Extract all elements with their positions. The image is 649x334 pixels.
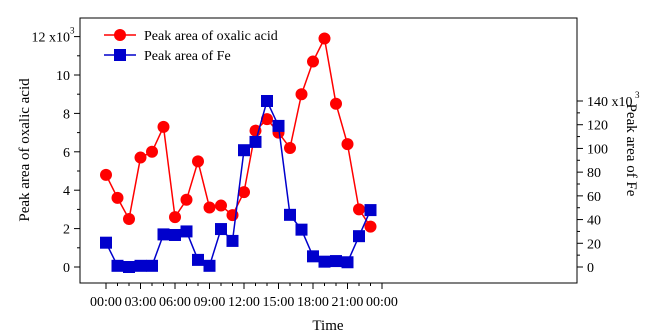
y-right-multiplier-exponent: 3 [635,90,640,100]
data-point-fe [295,223,308,236]
y-left-tick-label: 4 [63,184,70,199]
x-tick-label: 03:00 [125,295,157,310]
series-layer [100,32,377,273]
data-point-oxalic [238,186,250,199]
data-point-fe [249,135,262,148]
data-point-oxalic [134,151,147,164]
data-point-oxalic [123,213,135,225]
plot-frame [79,17,578,284]
data-point-oxalic [307,55,319,68]
data-point-fe [180,225,193,238]
data-point-fe [100,236,112,249]
x-tick-label: 15:00 [263,295,295,310]
data-point-fe [261,95,273,107]
x-tick-label: 00:00 [366,295,398,310]
data-point-oxalic [318,32,331,45]
data-point-fe [111,259,124,272]
legend-fe-label: Peak area of Fe [144,49,231,64]
data-point-oxalic [111,191,124,204]
data-point-fe [203,259,216,272]
data-point-fe [330,255,342,268]
x-axis-title: Time [312,318,343,334]
data-point-fe [134,259,147,272]
data-point-fe [364,204,377,217]
data-point-fe [341,256,354,269]
y-right-tick-label: 100 [587,142,608,157]
data-point-oxalic [284,141,296,154]
data-point-fe [123,261,135,273]
data-point-fe [318,255,331,268]
legend-fe-marker [114,49,126,61]
data-point-fe [157,228,170,241]
data-point-oxalic [192,155,204,168]
legend-oxalic-label: Peak area of oxalic acid [144,29,278,44]
x-tick-label: 12:00 [228,295,260,310]
data-point-fe [146,259,158,272]
data-point-oxalic [295,88,308,101]
x-tick-label: 06:00 [159,295,191,310]
data-point-fe [169,228,181,241]
y-left-tick-label: 8 [63,107,70,122]
data-point-oxalic [100,168,112,181]
y-right-tick-label: 40 [587,214,601,229]
legend: Peak area of oxalic acid Peak area of Fe [104,29,278,64]
y-left-tick-label: 10 [56,69,70,84]
data-point-oxalic [341,138,354,151]
y-right-tick-label: 20 [587,237,601,252]
y-right-tick-label: 0 [587,261,594,276]
x-tick-label: 00:00 [90,295,122,310]
data-point-fe [215,223,227,236]
data-point-oxalic [146,145,158,158]
data-point-oxalic [353,203,365,216]
data-point-fe [192,253,204,266]
data-point-oxalic [169,211,181,224]
data-point-oxalic [330,97,342,110]
data-point-fe [353,230,365,243]
x-tick-label: 21:00 [332,295,364,310]
y-left-tick-label: 0 [63,261,70,276]
data-point-oxalic [261,113,273,126]
data-point-fe [272,119,285,132]
data-point-fe [238,144,250,157]
y-axis-left: 0 2 4 6 8 10 12 x10 3 [32,26,80,276]
legend-oxalic-marker [114,29,126,41]
y-axis-right-title: Peak area of Fe [623,104,639,197]
data-point-oxalic [203,201,216,214]
x-tick-label: 18:00 [297,295,329,310]
y-right-tick-label: 60 [587,190,601,205]
data-point-fe [284,208,296,221]
x-tick-label: 09:00 [194,295,226,310]
y-axis-right: 0 20 40 60 80 100 120 140 x10 3 [577,90,640,276]
data-point-fe [307,250,319,263]
y-left-tick-label: 12 x10 [32,31,71,46]
data-point-oxalic [180,193,193,206]
y-axis-left-title: Peak area of oxalic acid [17,78,33,222]
y-right-tick-label: 80 [587,166,601,181]
y-left-tick-label: 6 [63,146,70,161]
data-point-fe [226,234,239,247]
data-point-oxalic [364,220,377,233]
y-left-multiplier-exponent: 3 [70,26,75,36]
y-right-tick-label: 120 [587,119,608,134]
data-point-oxalic [157,120,170,133]
x-axis: 00:00 03:00 06:00 09:00 12:00 15:00 18:00 21:00… [90,283,398,310]
data-point-oxalic [215,199,227,212]
y-left-tick-label: 2 [63,223,70,238]
y-right-tick-label: 140 x10 [587,95,633,110]
